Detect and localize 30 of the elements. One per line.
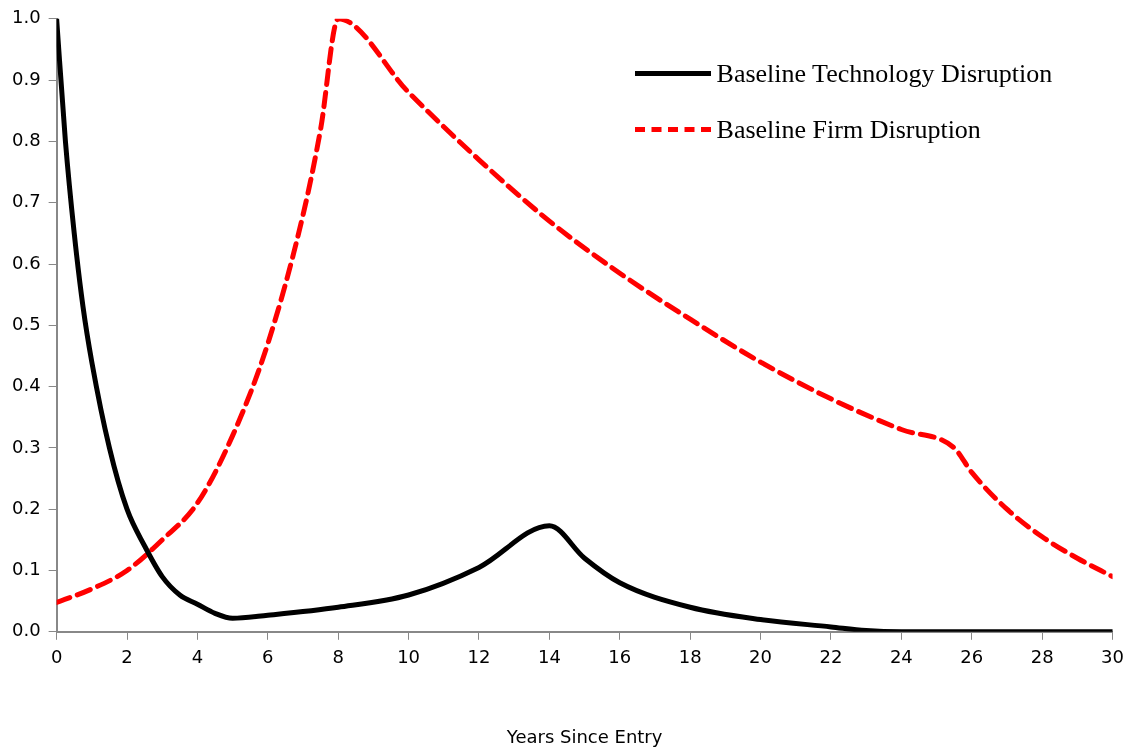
y-tick-label: 0.8 [11,129,41,151]
x-tick-label: 30 [1101,646,1124,668]
x-tick-label: 4 [191,646,204,668]
x-tick-label: 10 [397,646,421,668]
y-tick-label: 0.5 [11,312,41,334]
y-tick-label: 0.6 [11,251,41,273]
x-tick-label: 14 [537,646,561,668]
y-tick-label: 0.4 [11,374,41,396]
x-tick-label: 26 [960,646,984,668]
y-tick-label: 0.2 [11,496,41,518]
x-tick-label: 12 [467,646,491,668]
x-tick-label: 0 [50,646,63,668]
x-tick-label: 22 [819,646,843,668]
x-tick-label: 6 [262,646,274,668]
legend-label: Baseline Firm Disruption [716,114,981,145]
x-tick-label: 8 [332,646,344,668]
x-tick-label: 20 [749,646,773,668]
y-tick-label: 0.3 [11,435,41,457]
x-tick-label: 28 [1030,646,1054,668]
x-tick-label: 18 [678,646,702,668]
x-axis-title: Years Since Entry [505,725,663,747]
x-tick-label: 16 [608,646,632,668]
y-tick-label: 0.1 [11,558,41,580]
legend-label: Baseline Technology Disruption [716,58,1053,89]
y-tick-label: 0.9 [11,67,41,89]
x-tick-label: 2 [121,646,133,668]
y-tick-label: 1.0 [11,6,41,28]
y-tick-label: 0.7 [11,190,41,212]
x-tick-label: 24 [889,646,913,668]
y-tick-label: 0.0 [11,619,41,641]
